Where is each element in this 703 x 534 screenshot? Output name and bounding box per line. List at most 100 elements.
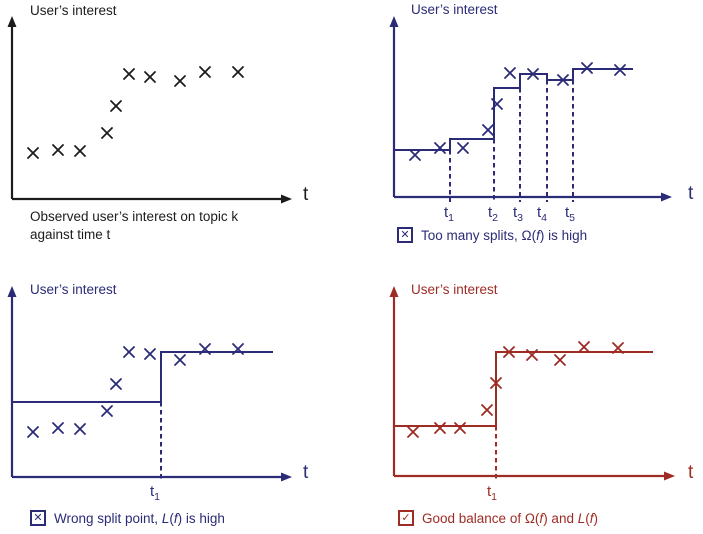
tick-base: t [150,483,155,500]
data-point-x-1 [27,147,39,159]
tick-base: t [513,204,518,221]
tick-label-t3: t3 [513,204,523,224]
tick-sub: 5 [569,212,576,224]
tick-sub: 1 [154,491,161,503]
too-many-splits-plot [389,16,672,202]
caption-part: Good balance of Ω( [422,510,540,526]
data-point-x-3 [457,142,469,154]
data-point-x-3 [74,423,86,435]
data-point-x-5 [110,378,122,390]
data-point-x-6 [123,346,135,358]
data-point-x-5 [491,98,503,110]
panel-too-many-splits: User’s interest t t1 t2 t3 t4 t5 ✕ Too many spli… [352,0,703,267]
y-axis-arrow-icon [7,286,17,297]
data-point-x-7 [527,68,539,80]
y-axis-title: User’s interest [30,282,117,297]
tick-label-t1: t1 [487,483,497,503]
data-point-x-10 [614,64,626,76]
x-axis-arrow-icon [281,194,292,204]
data-point-x-9 [199,66,211,78]
panel-wrong-split: User’s interest t t1 ✕ Wrong split point, L(… [0,267,351,534]
data-point-x-4 [101,405,113,417]
data-point-x-9 [581,62,593,74]
tick-label-t1: t1 [150,483,160,503]
caption-part: ) is high [539,227,588,243]
tick-label-t4: t4 [537,204,547,224]
data-point-x-10 [232,343,244,355]
panel-observed: User’s interest t Observed user’s interest… [0,0,351,267]
data-point-x-6 [123,68,135,80]
box-x-icon: ✕ [30,510,46,526]
step-function-line [12,351,273,403]
tick-sub: 3 [517,212,524,224]
box-x-icon: ✕ [397,227,413,243]
caption-part: ( [169,510,174,526]
x-axis-arrow-icon [664,471,675,481]
panel-good-balance: User’s interest t t1 ✓ Good balance of Ω( f ) … [352,267,703,534]
tick-base: t [488,204,493,221]
data-point-x-6 [504,67,516,79]
caption-part: L [577,510,586,526]
data-point-x-6 [503,346,515,358]
data-point-x-8 [554,354,566,366]
caption-line-2: against time t [30,227,111,242]
data-point-x-3 [74,145,86,157]
x-axis-arrow-icon [281,472,292,482]
data-point-x-4 [101,127,113,139]
tick-base: t [444,204,449,221]
data-point-x-5 [110,100,122,112]
data-point-x-1 [407,426,419,438]
y-axis-title: User’s interest [30,3,117,18]
data-point-x-2 [434,422,446,434]
data-point-x-8 [174,75,186,87]
caption-part: ) [593,510,599,526]
wrong-split-plot [7,286,292,482]
y-axis-arrow-icon [389,286,399,297]
tick-base: t [565,204,570,221]
tick-label-t1: t1 [444,204,454,224]
x-axis-arrow-icon [661,192,672,202]
caption-line-1: Observed user’s interest on topic k [30,209,239,224]
caption-part: f [536,227,540,243]
caption-part: ) is high [177,510,225,526]
data-point-x-7 [144,348,156,360]
data-point-x-1 [409,149,421,161]
caption-part: Wrong split point, [54,510,162,526]
caption-text: Good balance of Ω(f) and L(f) [422,511,598,526]
data-point-x-8 [174,354,186,366]
data-point-x-7 [144,71,156,83]
x-axis-title: t [688,462,694,483]
tick-sub: 2 [492,212,499,224]
tick-label-t2: t2 [488,204,498,224]
y-axis-title: User’s interest [411,282,498,297]
x-axis-title: t [688,183,694,204]
caption-part: ) and [543,510,578,526]
y-axis-arrow-icon [7,16,17,27]
y-axis-arrow-icon [389,16,399,27]
box-check-icon: ✓ [398,510,414,526]
step-function-line [394,68,633,151]
tick-sub: 1 [448,212,455,224]
caption-wrong-split: ✕ Wrong split point, L(f) is high [30,510,225,526]
data-point-x-9 [199,343,211,355]
caption-good-balance: ✓ Good balance of Ω(f) and L(f) [398,510,598,526]
data-point-x-10 [232,66,244,78]
data-point-x-7 [526,349,538,361]
data-point-x-8 [557,74,569,86]
caption-too-many-splits: ✕ Too many splits, Ω(f) is high [397,227,587,243]
good-balance-plot [389,286,675,481]
observed-plot [7,16,292,204]
data-point-x-2 [434,142,446,154]
caption-part: Too many splits, Ω( [421,227,537,243]
data-point-x-10 [612,342,624,354]
data-point-x-3 [454,422,466,434]
data-point-x-4 [482,124,494,136]
caption-text: Too many splits, Ω(f) is high [421,228,587,243]
caption-part: f [173,510,178,526]
x-axis-title: t [303,184,309,205]
data-point-x-1 [27,426,39,438]
caption-part: f [589,510,594,526]
data-point-x-2 [52,144,64,156]
step-function-line [394,351,653,427]
